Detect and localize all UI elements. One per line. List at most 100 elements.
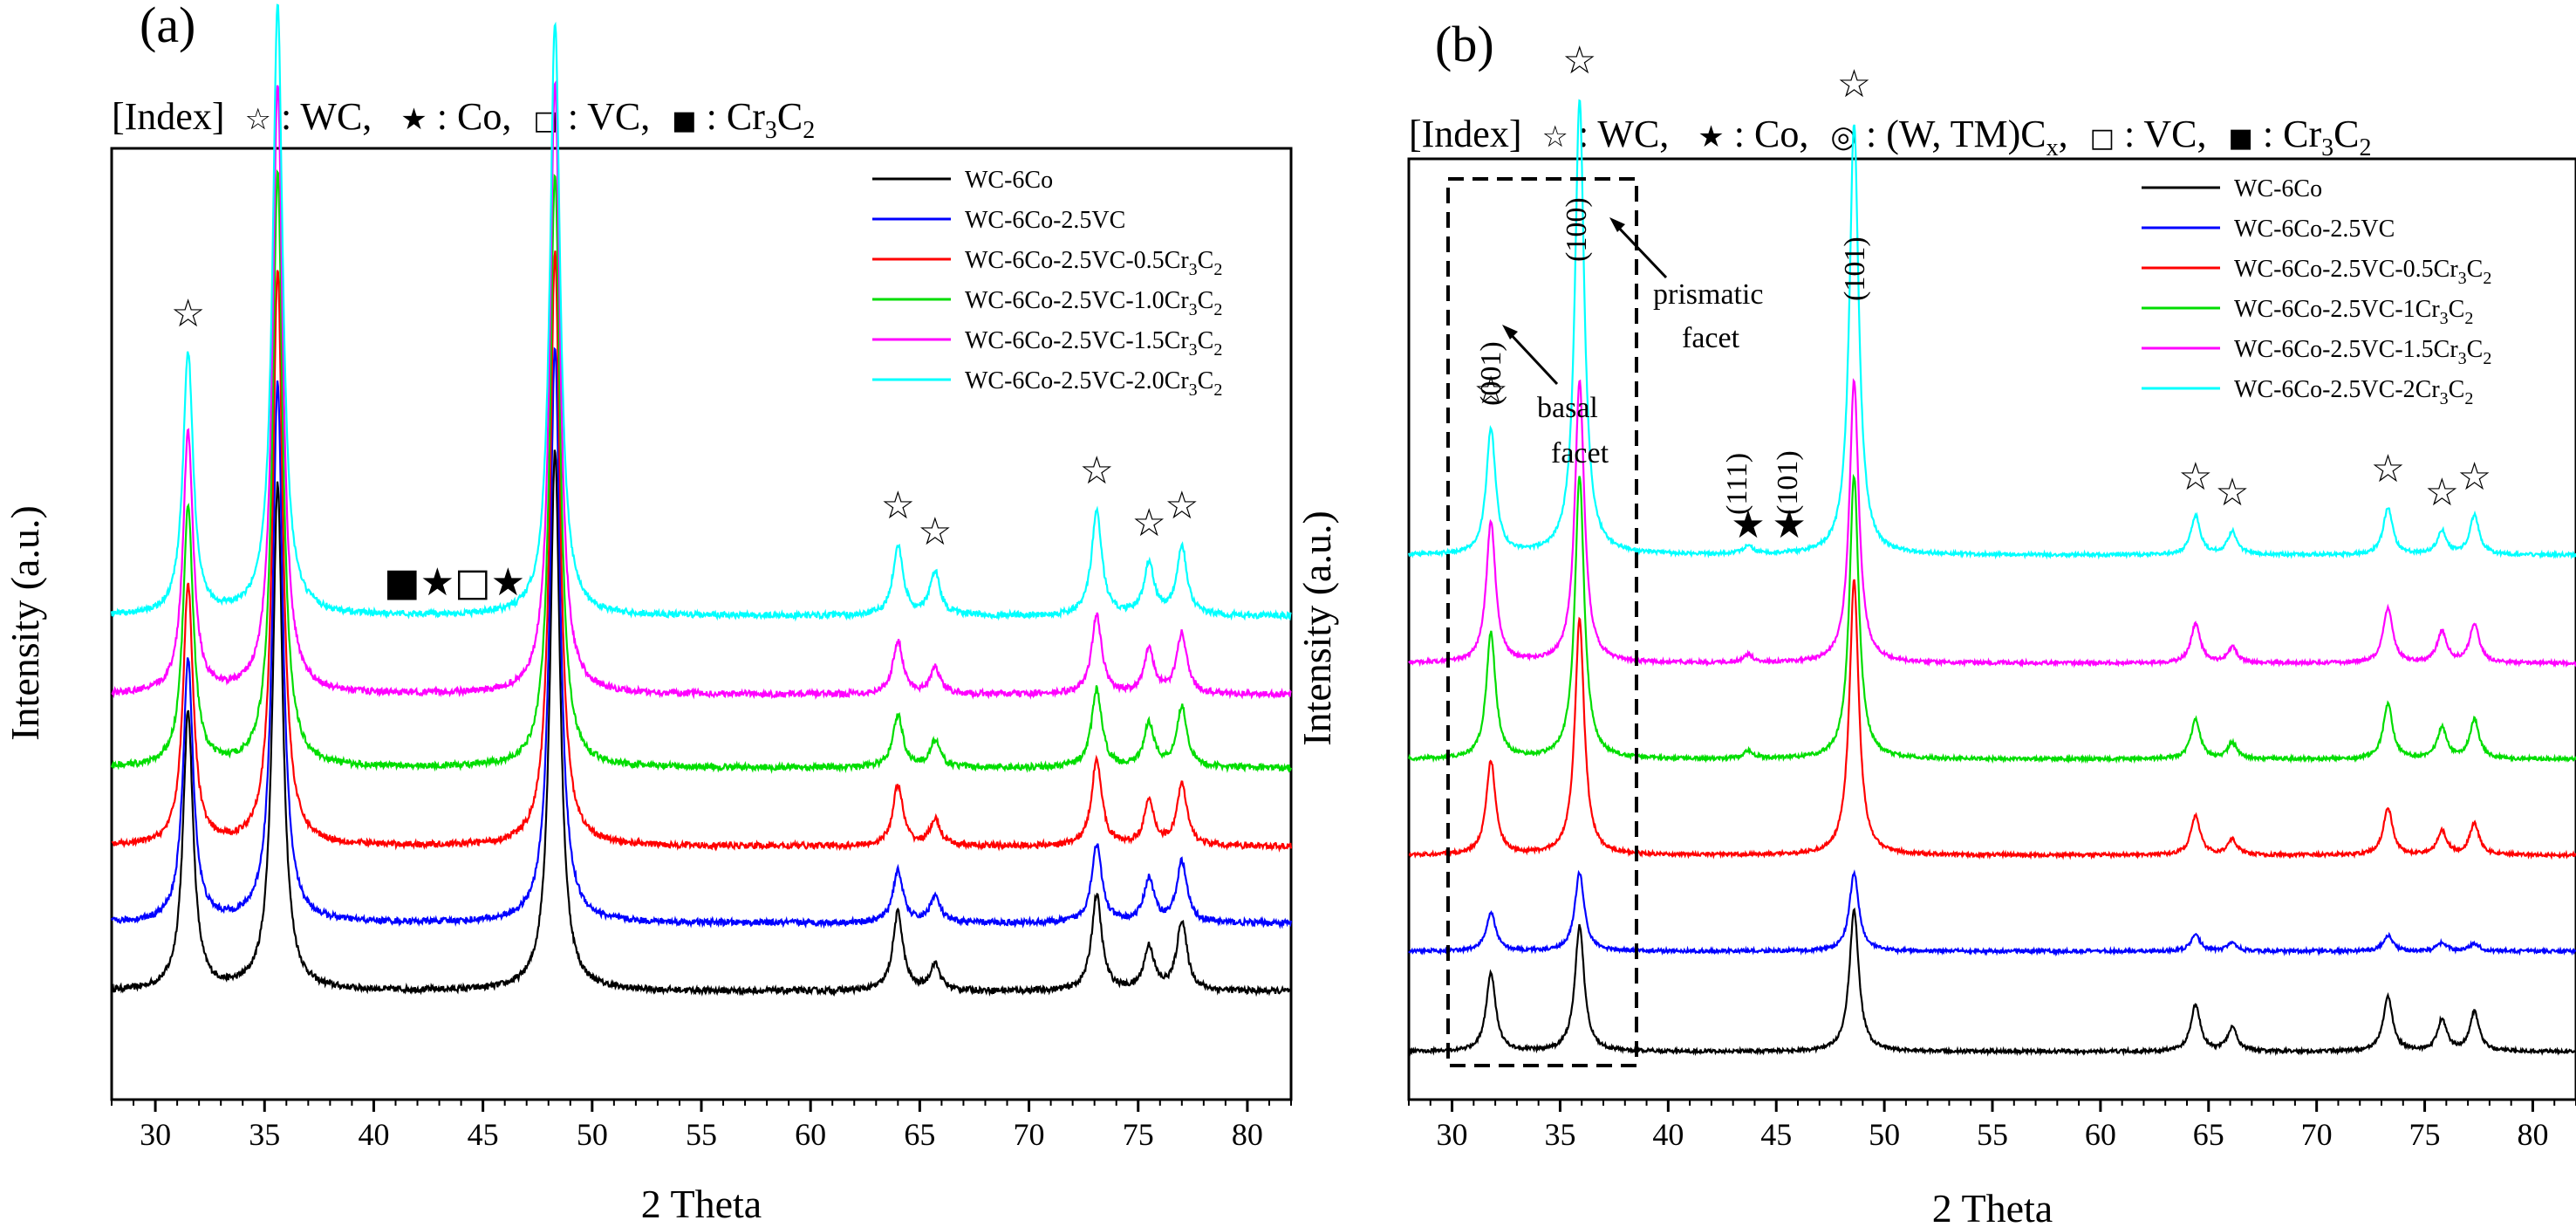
series-line-3 [110, 169, 1293, 774]
legend-entry: WC-6Co-2.5VC [965, 207, 1125, 234]
panel-b-y-axis-title: Intensity (a.u.) [1295, 511, 1339, 746]
panel-a-minor-phase-symbols: ■★□★ [384, 560, 525, 605]
peak-symbol: ☆ [918, 510, 952, 554]
prismatic-arrow [1612, 221, 1668, 279]
cr3c2-label: : Cr [2263, 113, 2322, 155]
x-tick-label: 30 [1437, 1117, 1468, 1152]
solid-solution-label: : (W, TM)C [1866, 113, 2046, 155]
wc-label: : WC, [281, 95, 372, 138]
series-line-2 [1408, 579, 2576, 860]
x-tick-label: 75 [2409, 1117, 2441, 1152]
panel-a-label: (a) [140, 0, 195, 53]
peak-symbol: ★ [1731, 503, 1765, 547]
co-symbol: ★ [400, 102, 427, 137]
series-line-1 [110, 346, 1293, 929]
peak-symbol: ☆ [2425, 470, 2459, 515]
legend-entry: WC-6Co [965, 167, 1053, 194]
x-tick-label: 70 [2301, 1117, 2333, 1152]
vc-label: : VC, [2124, 113, 2207, 155]
legend-entry: WC-6Co-2.5VC-1.5Cr3C2 [2234, 336, 2491, 368]
prismatic-arrowhead [1609, 217, 1625, 232]
legend-entry: WC-6Co-2.5VC-2Cr3C2 [2234, 376, 2473, 408]
panel-a-y-axis-title: Intensity (a.u.) [3, 505, 47, 741]
peak-symbol: ☆ [1562, 38, 1596, 83]
x-tick-label: 60 [2085, 1117, 2116, 1152]
legend-entry: WC-6Co-2.5VC-2.0Cr3C2 [965, 367, 1222, 400]
legend-entry: WC-6Co-2.5VC-0.5Cr3C2 [2234, 256, 2491, 288]
index-prefix: [Index] [112, 95, 225, 138]
peak-symbol: ☆ [171, 291, 205, 336]
panel-a: (a) [Index] ☆ : WC, ★ : Co, □ : VC, ■ : … [3, 0, 1293, 1226]
peak-symbol: ☆ [538, 0, 572, 4]
panel-a-peak-symbols: ☆☆☆☆☆☆☆☆ [171, 0, 1199, 554]
series-line-3 [1407, 473, 2576, 764]
co-label: : Co, [1734, 113, 1809, 155]
legend-entry: WC-6Co-2.5VC [2234, 216, 2395, 243]
panel-a-x-axis-title: 2 Theta [641, 1182, 762, 1226]
series-line-0 [110, 449, 1293, 997]
x-tick-label: 50 [577, 1117, 608, 1152]
panel-a-x-ticks: 30 35 40 45 50 55 60 65 70 75 80 [111, 1100, 1292, 1152]
legend-entry: WC-6Co-2.5VC-1.0Cr3C2 [965, 287, 1222, 319]
legend-entry: WC-6Co-2.5VC-1.5Cr3C2 [965, 327, 1222, 360]
hkl-101-wc-label: (101) [1839, 236, 1871, 301]
facet-highlight-box [1446, 177, 1638, 1067]
peak-symbol: ☆ [2371, 447, 2405, 491]
peak-symbol: ☆ [1079, 449, 1113, 493]
cr3c2-label: : Cr [707, 95, 766, 138]
x-tick-label: 65 [2193, 1117, 2224, 1152]
series-line-2 [111, 250, 1293, 853]
hkl-100-label: (100) [1561, 197, 1593, 262]
series-line-5 [1407, 99, 2576, 560]
prismatic-annotation-line2: facet [1682, 322, 1740, 354]
peak-symbol: ☆ [2215, 470, 2249, 515]
panel-b-peak-symbols: ☆☆☆★ ★☆ ☆☆☆☆ [1473, 38, 2491, 547]
panel-b-label: (b) [1435, 16, 1494, 72]
hkl-001-label: (001) [1475, 341, 1507, 406]
legend-entry: WC-6Co [2234, 175, 2322, 202]
panel-a-index: [Index] ☆ : WC, ★ : Co, □ : VC, ■ : Cr3C… [112, 95, 815, 144]
x-tick-label: 60 [795, 1117, 826, 1152]
x-tick-label: 40 [1652, 1117, 1684, 1152]
x-tick-label: 50 [1869, 1117, 1900, 1152]
wc-symbol: ☆ [1542, 120, 1568, 154]
series-line-0 [1408, 907, 2576, 1057]
co-label: : Co, [437, 95, 512, 138]
x-tick-label: 45 [1760, 1117, 1792, 1152]
x-tick-label: 40 [358, 1117, 389, 1152]
peak-symbol: ☆ [2178, 455, 2212, 499]
panel-a-legend: WC-6Co WC-6Co-2.5VC WC-6Co-2.5VC-0.5Cr3C2 W… [872, 167, 1222, 400]
panel-a-traces [110, 3, 1293, 997]
panel-b-legend: WC-6Co WC-6Co-2.5VC WC-6Co-2.5VC-0.5Cr3C2 W… [2142, 175, 2491, 408]
x-tick-label: 55 [1977, 1117, 2008, 1152]
peak-symbol: ★ [1772, 503, 1806, 547]
panel-b-x-ticks: 30 35 40 45 50 55 60 65 70 75 80 [1408, 1100, 2576, 1152]
x-tick-label: 80 [1232, 1117, 1263, 1152]
x-tick-label: 30 [140, 1117, 171, 1152]
x-tick-label: 65 [904, 1117, 935, 1152]
wc-label: : WC, [1578, 113, 1669, 155]
peak-symbol: ☆ [1165, 483, 1199, 528]
peak-symbol: ☆ [881, 483, 915, 528]
panel-b: (b) [Index] ☆ : WC, ★ : Co, ◎ : (W, TM)C… [1295, 16, 2576, 1227]
peak-symbol: ☆ [2457, 455, 2491, 499]
x-tick-label: 70 [1014, 1117, 1045, 1152]
series-line-1 [1408, 869, 2576, 957]
vc-symbol: □ [2090, 123, 2115, 154]
x-tick-label: 55 [686, 1117, 717, 1152]
x-tick-label: 35 [249, 1117, 280, 1152]
basal-annotation-line1: basal [1537, 392, 1598, 424]
peak-symbol: ☆ [1132, 501, 1166, 545]
wc-symbol: ☆ [245, 102, 271, 137]
peak-symbol: ☆ [1837, 62, 1871, 106]
index-prefix: [Index] [1409, 113, 1522, 155]
x-tick-label: 45 [468, 1117, 499, 1152]
panel-b-traces [1407, 99, 2576, 1057]
cr3c2-symbol: ■ [2229, 123, 2253, 154]
series-line-4 [1408, 378, 2576, 668]
vc-label: : VC, [568, 95, 651, 138]
hkl-101-co-label: (101) [1772, 450, 1804, 515]
hkl-111-co-label: (111) [1721, 453, 1753, 515]
basal-arrowhead [1502, 325, 1518, 339]
